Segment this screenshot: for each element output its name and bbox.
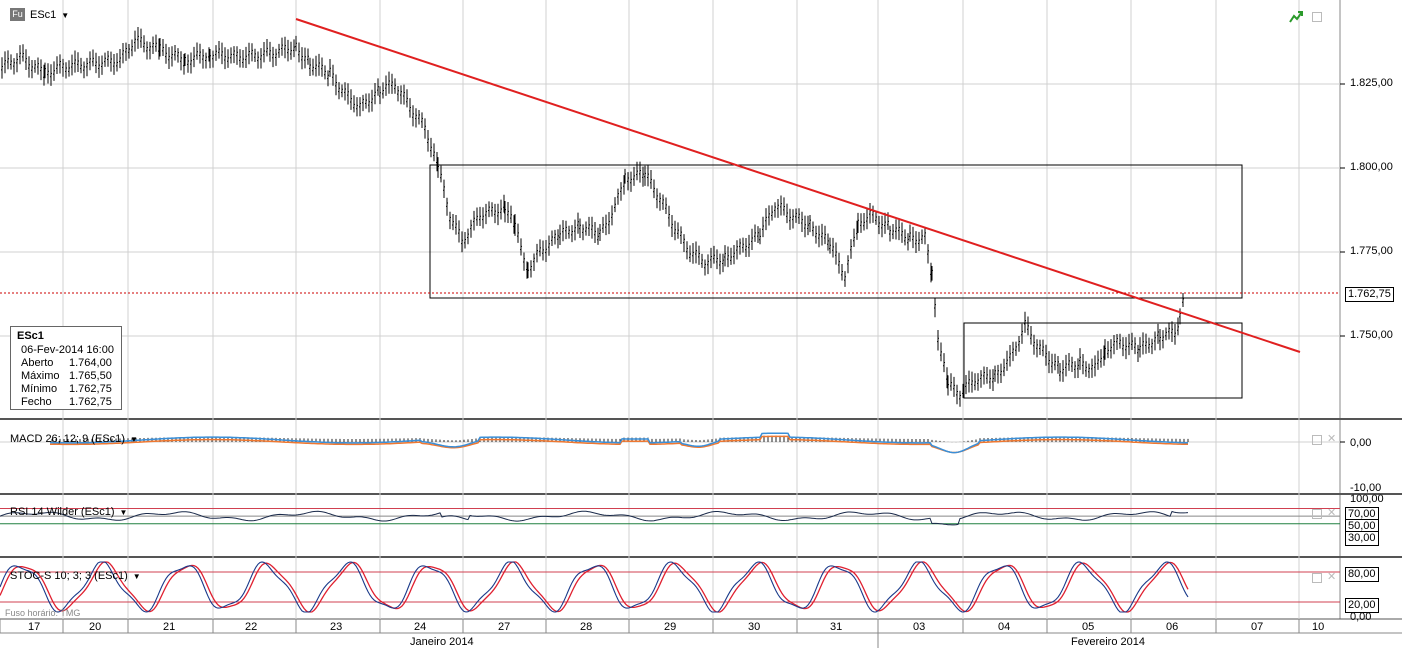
stoc-close-icon[interactable]: ✕ — [1327, 571, 1337, 583]
x-tick-label: 20 — [89, 621, 102, 633]
info-label-low: Mínimo — [21, 383, 58, 395]
main-symbol-title[interactable]: ESc1 ▼ — [30, 9, 69, 21]
info-value-low: 1.762,75 — [69, 383, 112, 395]
range-rectangle-lower — [963, 322, 1243, 399]
time-axis[interactable]: 17 20 21 22 23 24 27 28 29 30 31 03 04 05 06 07 10 Janeir… — [0, 619, 1402, 648]
stoc-y-tick-0: 0,00 — [1350, 611, 1372, 623]
chevron-down-icon[interactable]: ▼ — [119, 508, 128, 517]
macd-line — [50, 432, 1188, 454]
stoc-title-label: STOC-S 10; 3; 3 (ESc1) — [10, 570, 128, 582]
symbol-badge-icon: Fu — [10, 8, 25, 21]
macd-title-label: MACD 26; 12; 9 (ESc1) — [10, 433, 125, 445]
trend-indicator-icon[interactable] — [1289, 10, 1303, 24]
x-tick-label: 29 — [664, 621, 677, 633]
x-tick-label: 05 — [1082, 621, 1095, 633]
x-month-label: Fevereiro 2014 — [1071, 636, 1145, 648]
y-tick-1825: 1.825,00 — [1350, 77, 1393, 89]
maximize-icon[interactable] — [1312, 12, 1322, 22]
info-datetime: 06-Fev-2014 16:00 — [21, 344, 114, 356]
y-tick-1800: 1.800,00 — [1350, 161, 1393, 173]
x-tick-label: 17 — [28, 621, 41, 633]
rsi-title[interactable]: RSI 14 Wilder (ESc1) ▼ — [10, 506, 127, 518]
rsi-close-icon[interactable]: ✕ — [1327, 507, 1337, 519]
x-tick-label: 24 — [414, 621, 427, 633]
info-value-open: 1.764,00 — [69, 357, 112, 369]
x-tick-label: 30 — [748, 621, 761, 633]
info-label-close: Fecho — [21, 396, 52, 408]
x-tick-label: 21 — [163, 621, 176, 633]
macd-signal-line — [50, 435, 1188, 454]
info-value-high: 1.765,50 — [69, 370, 112, 382]
last-price-label: 1.762,75 — [1345, 287, 1394, 302]
range-rectangle-upper — [429, 164, 1243, 299]
macd-y-tick-0: 0,00 — [1350, 437, 1372, 449]
stoc-y-tick-80: 80,00 — [1345, 567, 1379, 582]
rsi-line — [0, 510, 1189, 526]
stoc-k-line — [0, 561, 1189, 613]
y-tick-1775: 1.775,00 — [1350, 245, 1393, 257]
chevron-down-icon[interactable]: ▼ — [61, 11, 70, 20]
stoc-title[interactable]: STOC-S 10; 3; 3 (ESc1) ▼ — [10, 570, 141, 582]
x-tick-label: 10 — [1312, 621, 1325, 633]
ohlc-info-box: ESc1 06-Fev-2014 16:00 Aberto 1.764,00 M… — [10, 326, 122, 410]
x-tick-label: 31 — [830, 621, 843, 633]
macd-close-icon[interactable]: ✕ — [1327, 433, 1337, 445]
timezone-label: Fuso horário: TMG — [5, 608, 81, 618]
y-tick-1750: 1.750,00 — [1350, 329, 1393, 341]
x-tick-label: 28 — [580, 621, 593, 633]
stoc-d-line — [0, 561, 1189, 613]
rsi-y-tick-100: 100,00 — [1350, 493, 1384, 505]
stoc-maximize-icon[interactable] — [1312, 573, 1322, 583]
x-tick-label: 03 — [913, 621, 926, 633]
info-title: ESc1 — [17, 330, 44, 342]
info-value-close: 1.762,75 — [69, 396, 112, 408]
chevron-down-icon[interactable]: ▼ — [132, 572, 141, 581]
main-symbol-label: ESc1 — [30, 9, 57, 21]
info-label-open: Aberto — [21, 357, 54, 369]
rsi-title-label: RSI 14 Wilder (ESc1) — [10, 506, 115, 518]
x-tick-label: 27 — [498, 621, 511, 633]
stoc-y-tick-20: 20,00 — [1345, 598, 1379, 613]
rsi-y-tick-50: 50,00 — [1345, 519, 1379, 534]
info-label-high: Máximo — [21, 370, 60, 382]
trend-arrow-icon — [1289, 11, 1303, 23]
x-month-label: Janeiro 2014 — [410, 636, 474, 648]
macd-y-tick-m10: -10,00 — [1350, 482, 1382, 494]
symbol-badge-text: Fu — [12, 9, 23, 19]
rsi-y-tick-30: 30,00 — [1345, 531, 1379, 546]
macd-title[interactable]: MACD 26; 12; 9 (ESc1) ▼ — [10, 433, 138, 445]
chevron-down-icon[interactable]: ▼ — [129, 435, 138, 444]
x-tick-label: 06 — [1166, 621, 1179, 633]
x-tick-label: 22 — [245, 621, 258, 633]
macd-maximize-icon[interactable] — [1312, 435, 1322, 445]
x-tick-label: 23 — [330, 621, 343, 633]
trendline — [295, 18, 1301, 353]
x-tick-label: 04 — [998, 621, 1011, 633]
x-tick-label: 07 — [1251, 621, 1264, 633]
rsi-maximize-icon[interactable] — [1312, 509, 1322, 519]
